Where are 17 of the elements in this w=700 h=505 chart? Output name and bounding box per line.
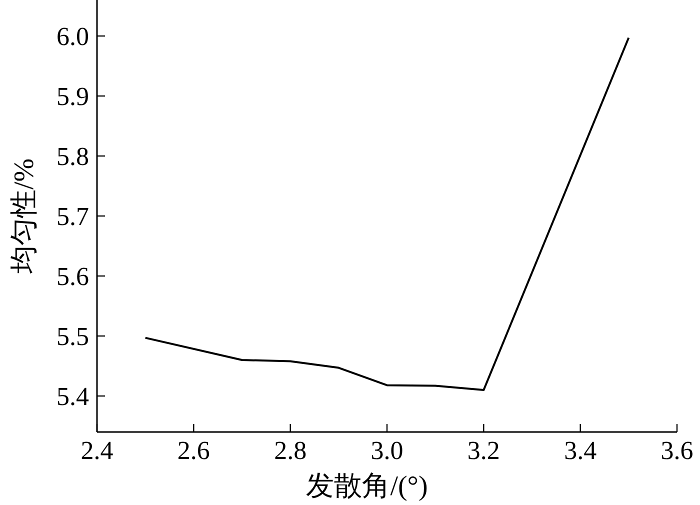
x-tick-label: 2.8 <box>274 436 307 465</box>
y-tick-label: 6.0 <box>56 22 89 51</box>
x-tick-label: 3.2 <box>467 436 500 465</box>
x-tick-label: 3.6 <box>660 436 694 465</box>
y-axis-title: 均匀性/% <box>9 158 40 275</box>
x-tick-label: 2.4 <box>80 436 114 465</box>
y-tick-label: 5.6 <box>56 262 89 291</box>
y-tick-label: 5.7 <box>56 202 89 231</box>
line-series <box>144 36 630 391</box>
x-tick-label: 2.6 <box>177 436 210 465</box>
x-tick-label: 3.4 <box>564 436 597 465</box>
y-tick-label: 5.4 <box>56 382 89 411</box>
y-tick-label: 5.9 <box>56 82 89 111</box>
x-axis-title: 发散角/(°) <box>306 471 428 502</box>
y-tick-label: 5.8 <box>56 142 89 171</box>
x-tick-label: 3.0 <box>370 436 404 465</box>
y-tick-label: 5.5 <box>56 322 89 351</box>
